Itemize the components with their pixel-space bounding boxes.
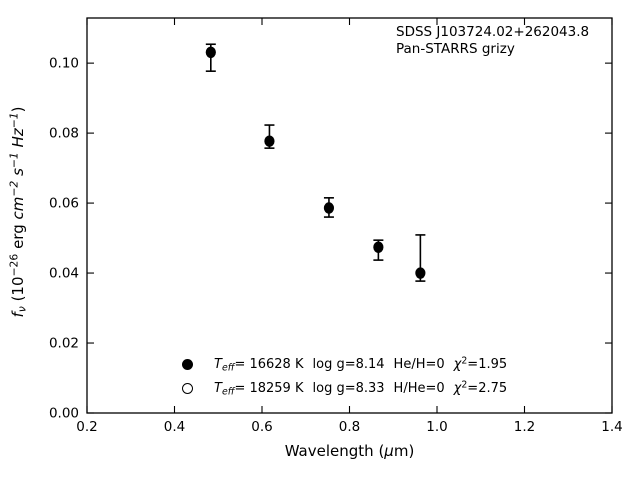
x-tick-label: 0.2 xyxy=(76,419,97,435)
x-tick-label: 1.2 xyxy=(514,419,535,435)
annotation-survey: Pan-STARRS grizy xyxy=(396,40,515,57)
mu-symbol: μ xyxy=(384,442,394,460)
data-point-filled xyxy=(323,202,335,214)
x-axis-label: Wavelength (μm) xyxy=(284,442,415,460)
y-tick-label: 0.02 xyxy=(49,336,79,352)
data-point-filled xyxy=(415,267,426,279)
y-tick-label: 0.08 xyxy=(49,126,79,142)
x-tick-label: 0.4 xyxy=(164,419,185,435)
y-tick-label: 0.06 xyxy=(49,196,79,212)
data-point-filled xyxy=(264,135,275,147)
y-tick-label: 0.04 xyxy=(49,266,79,282)
filled-circle-icon xyxy=(182,358,193,370)
y-tick-label: 0.00 xyxy=(49,406,79,422)
annotation-object-id: SDSS J103724.02+262043.8 xyxy=(396,24,590,40)
x-tick-label: 1.4 xyxy=(601,419,622,435)
y-axis-label: fν (10−26 erg cm−2 s−1 Hz−1) xyxy=(7,106,29,318)
x-tick-label: 0.8 xyxy=(339,419,360,435)
x-tick-label: 0.6 xyxy=(251,419,272,435)
x-tick-label: 1.0 xyxy=(426,419,447,435)
annotation: SDSS J103724.02+262043.8 Pan-STARRS griz… xyxy=(396,24,589,57)
y-tick-label: 0.10 xyxy=(49,56,79,72)
data-point-filled xyxy=(373,241,384,253)
open-circle-icon xyxy=(182,382,193,394)
data-point-filled xyxy=(205,46,216,58)
